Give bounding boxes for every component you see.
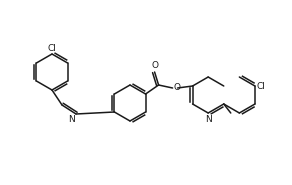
Text: O: O: [173, 83, 180, 92]
Text: Cl: Cl: [257, 82, 266, 90]
Text: N: N: [205, 115, 211, 124]
Text: Cl: Cl: [48, 44, 56, 53]
Text: O: O: [151, 61, 158, 70]
Text: N: N: [68, 115, 75, 124]
